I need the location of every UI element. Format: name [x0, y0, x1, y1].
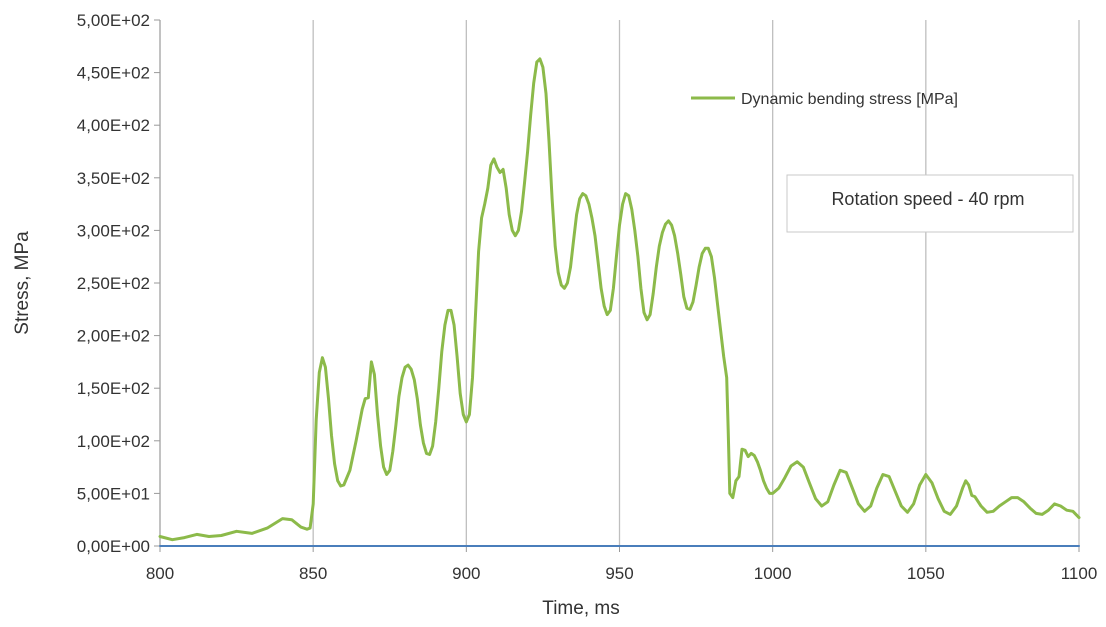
x-tick-label: 900 — [452, 564, 480, 583]
x-tick-label: 1000 — [754, 564, 792, 583]
x-tick-label: 800 — [146, 564, 174, 583]
legend-label: Dynamic bending stress [MPa] — [741, 91, 958, 108]
annotation-box: Rotation speed - 40 rpm — [786, 174, 1074, 233]
x-tick-label: 950 — [605, 564, 633, 583]
y-tick-label: 5,00E+01 — [77, 484, 150, 503]
series-lines — [158, 57, 1081, 547]
y-axis-title: Stress, MPa — [12, 231, 33, 335]
y-tick-label: 3,50E+02 — [77, 169, 150, 188]
y-tick-label: 3,00E+02 — [77, 221, 150, 240]
y-tick-label: 4,50E+02 — [77, 64, 150, 83]
series-line-1 — [158, 57, 1081, 542]
y-tick-label: 1,00E+02 — [77, 432, 150, 451]
y-tick-label: 4,00E+02 — [77, 116, 150, 135]
x-tick-label: 1100 — [1061, 564, 1098, 583]
y-tick-labels: 0,00E+00 5,00E+01 1,00E+02 1,50E+02 2,00E+02… — [77, 11, 160, 556]
y-tick-label: 2,00E+02 — [77, 327, 150, 346]
gridlines — [312, 20, 1080, 546]
y-tick-label: 2,50E+02 — [77, 274, 150, 293]
legend: Dynamic bending stress [MPa] — [691, 91, 958, 108]
x-tick-labels: 800 850 900 950 1000 1050 1100 — [146, 546, 1097, 583]
x-tick-label: 850 — [299, 564, 327, 583]
annotation-text: Rotation speed - 40 rpm — [831, 189, 1024, 209]
y-tick-label: 5,00E+02 — [77, 11, 150, 30]
x-axis-title: Time, ms — [542, 598, 619, 619]
annotation-frame — [786, 174, 1074, 233]
y-tick-label: 1,50E+02 — [77, 379, 150, 398]
y-tick-label: 0,00E+00 — [77, 537, 150, 556]
x-tick-label: 1050 — [907, 564, 945, 583]
